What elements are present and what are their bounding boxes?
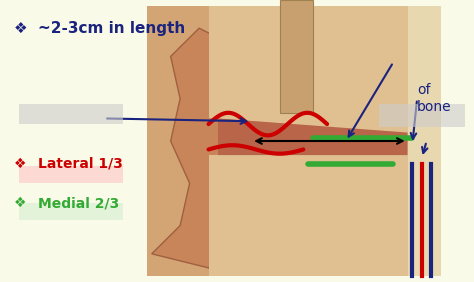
Bar	[147, 6, 441, 276]
Text: ❖: ❖	[14, 196, 27, 210]
Polygon shape	[152, 28, 246, 268]
Text: ❖: ❖	[14, 157, 27, 171]
Polygon shape	[209, 155, 408, 276]
Bar	[19, 166, 123, 183]
Text: Lateral 1/3: Lateral 1/3	[38, 157, 123, 171]
Bar	[19, 203, 123, 220]
Polygon shape	[209, 6, 408, 133]
Text: bone: bone	[417, 100, 452, 114]
Bar	[379, 104, 465, 127]
Polygon shape	[218, 118, 408, 155]
Bar	[313, 6, 441, 276]
Text: ~2-3cm in length: ~2-3cm in length	[38, 21, 185, 36]
Bar	[19, 104, 123, 124]
Text: of: of	[417, 83, 430, 97]
Text: Medial 2/3: Medial 2/3	[38, 196, 119, 210]
Text: ❖: ❖	[14, 21, 28, 36]
Bar	[280, 0, 313, 113]
